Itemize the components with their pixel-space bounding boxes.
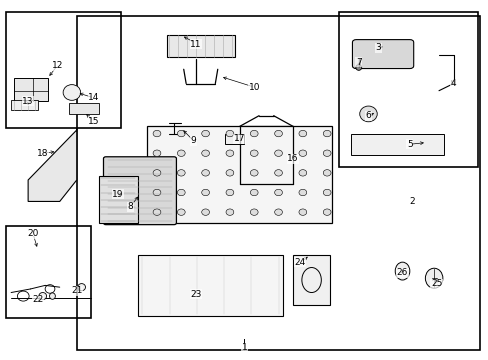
Text: 17: 17 (233, 134, 245, 143)
Text: 9: 9 (190, 136, 196, 145)
Ellipse shape (153, 189, 161, 196)
Ellipse shape (274, 209, 282, 215)
Ellipse shape (298, 209, 306, 215)
Text: 12: 12 (52, 61, 63, 70)
Bar (6, 12, 120, 128)
Text: 7: 7 (355, 58, 361, 67)
Text: 24: 24 (294, 258, 305, 267)
Ellipse shape (323, 189, 330, 196)
Text: 5: 5 (406, 140, 412, 149)
Bar (99, 176, 137, 223)
Ellipse shape (153, 150, 161, 157)
Text: 13: 13 (22, 97, 34, 106)
Bar (239, 126, 292, 184)
Text: 3: 3 (375, 43, 380, 52)
Bar (137, 255, 283, 316)
Ellipse shape (298, 130, 306, 137)
Ellipse shape (274, 130, 282, 137)
Text: 25: 25 (430, 279, 441, 288)
Ellipse shape (323, 150, 330, 157)
Text: 10: 10 (248, 83, 260, 92)
Text: 15: 15 (88, 117, 100, 126)
Ellipse shape (274, 170, 282, 176)
Ellipse shape (153, 170, 161, 176)
Ellipse shape (425, 268, 442, 288)
Ellipse shape (153, 209, 161, 215)
Ellipse shape (177, 130, 185, 137)
Ellipse shape (225, 170, 233, 176)
Ellipse shape (250, 150, 258, 157)
Text: 6: 6 (365, 111, 370, 120)
Ellipse shape (250, 130, 258, 137)
Ellipse shape (274, 189, 282, 196)
Ellipse shape (78, 284, 85, 291)
Text: 1: 1 (241, 343, 247, 352)
Ellipse shape (323, 170, 330, 176)
Ellipse shape (201, 130, 209, 137)
Ellipse shape (177, 209, 185, 215)
Ellipse shape (225, 189, 233, 196)
Ellipse shape (250, 170, 258, 176)
Text: 2: 2 (408, 197, 414, 206)
Text: 21: 21 (71, 286, 82, 295)
Ellipse shape (177, 189, 185, 196)
Text: 23: 23 (190, 290, 201, 299)
Ellipse shape (63, 85, 81, 100)
Ellipse shape (274, 150, 282, 157)
Ellipse shape (49, 293, 55, 299)
Ellipse shape (250, 189, 258, 196)
Text: 14: 14 (88, 93, 99, 102)
Bar (77, 16, 479, 350)
Text: 18: 18 (37, 149, 48, 158)
Text: 26: 26 (396, 268, 407, 277)
Bar (351, 134, 443, 155)
Ellipse shape (250, 209, 258, 215)
Ellipse shape (394, 262, 409, 280)
Bar (224, 134, 244, 144)
FancyBboxPatch shape (352, 40, 413, 68)
Text: 4: 4 (450, 79, 455, 88)
Ellipse shape (225, 130, 233, 137)
Ellipse shape (177, 170, 185, 176)
Text: 20: 20 (27, 229, 39, 238)
Ellipse shape (298, 170, 306, 176)
Ellipse shape (201, 209, 209, 215)
Bar (14, 78, 47, 102)
Ellipse shape (355, 64, 361, 70)
Ellipse shape (201, 189, 209, 196)
Ellipse shape (153, 130, 161, 137)
Ellipse shape (323, 209, 330, 215)
Bar (339, 12, 477, 167)
Text: 11: 11 (190, 40, 201, 49)
Ellipse shape (225, 150, 233, 157)
Ellipse shape (39, 293, 46, 300)
Ellipse shape (298, 189, 306, 196)
Bar (292, 255, 329, 305)
Bar (166, 35, 234, 57)
Ellipse shape (201, 170, 209, 176)
Bar (11, 100, 38, 111)
Bar (6, 226, 91, 318)
Polygon shape (28, 128, 77, 202)
Bar (147, 126, 331, 223)
Ellipse shape (298, 150, 306, 157)
Ellipse shape (201, 150, 209, 157)
FancyBboxPatch shape (103, 157, 176, 225)
Bar (69, 103, 99, 114)
Ellipse shape (177, 150, 185, 157)
Ellipse shape (323, 130, 330, 137)
Text: 16: 16 (287, 154, 298, 163)
Text: 19: 19 (112, 190, 123, 199)
Text: 22: 22 (32, 295, 43, 304)
Text: 8: 8 (127, 202, 133, 211)
Ellipse shape (359, 106, 376, 122)
Ellipse shape (225, 209, 233, 215)
